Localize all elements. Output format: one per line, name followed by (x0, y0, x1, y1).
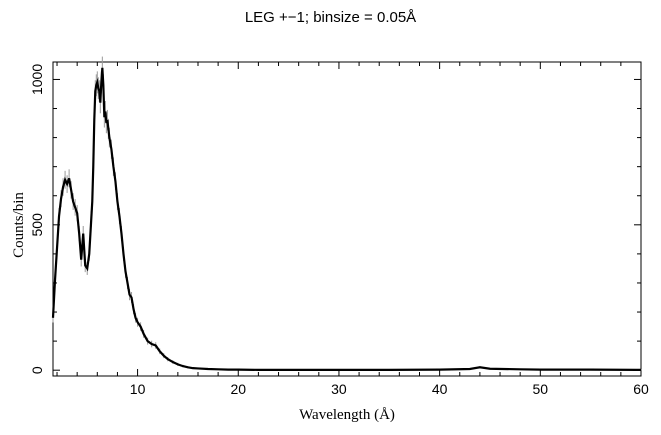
y-axis-label: Counts/bin (11, 192, 27, 258)
x-tick-label: 40 (432, 381, 448, 397)
plot-frame (52, 61, 642, 377)
x-tick-label: 50 (533, 381, 549, 397)
y-tick-label: 0 (29, 366, 45, 374)
chart-title: LEG +−1; binsize = 0.05Å (244, 9, 417, 26)
x-tick-label: 20 (230, 381, 246, 397)
y-tick-label: 500 (29, 213, 45, 237)
series-group (51, 56, 642, 371)
x-tick-label: 10 (130, 381, 146, 397)
y-tick-label: 1000 (29, 64, 45, 95)
x-tick-label: 60 (633, 381, 649, 397)
x-tick-label: 30 (331, 381, 347, 397)
y-tick-labels: 0 500 1000 (29, 64, 45, 374)
x-axis-label: Wavelength (Å) (299, 407, 395, 423)
x-tick-labels: 10 20 30 40 50 60 (130, 381, 649, 397)
data-path (51, 67, 642, 371)
tick-marks (53, 62, 642, 376)
series-line (51, 56, 642, 371)
